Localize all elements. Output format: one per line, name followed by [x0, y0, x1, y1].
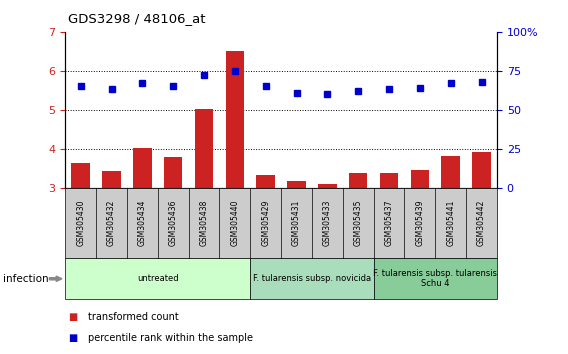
Bar	[349, 173, 367, 188]
Text: GSM305429: GSM305429	[261, 200, 270, 246]
Text: ■: ■	[68, 333, 77, 343]
Text: GSM305435: GSM305435	[354, 200, 363, 246]
Bar	[164, 157, 182, 188]
Bar	[380, 173, 398, 188]
Text: GSM305437: GSM305437	[385, 200, 394, 246]
Bar	[133, 148, 152, 188]
Text: GSM305442: GSM305442	[477, 200, 486, 246]
Text: GSM305440: GSM305440	[231, 200, 239, 246]
Bar	[287, 181, 306, 188]
Text: GSM305433: GSM305433	[323, 200, 332, 246]
Bar	[102, 171, 121, 188]
Text: GSM305432: GSM305432	[107, 200, 116, 246]
Text: GSM305438: GSM305438	[199, 200, 208, 246]
Bar	[72, 164, 90, 188]
Bar	[225, 51, 244, 188]
Text: GSM305436: GSM305436	[169, 200, 178, 246]
Bar	[318, 184, 337, 188]
Text: GSM305431: GSM305431	[292, 200, 301, 246]
Text: GSM305439: GSM305439	[415, 200, 424, 246]
Text: percentile rank within the sample: percentile rank within the sample	[88, 333, 253, 343]
Text: GSM305441: GSM305441	[446, 200, 455, 246]
Bar	[411, 170, 429, 188]
Text: untreated: untreated	[137, 274, 178, 283]
Text: GSM305430: GSM305430	[76, 200, 85, 246]
Text: GSM305434: GSM305434	[138, 200, 147, 246]
Text: GDS3298 / 48106_at: GDS3298 / 48106_at	[68, 12, 206, 25]
Bar	[473, 152, 491, 188]
Text: infection: infection	[3, 274, 48, 284]
Text: F. tularensis subsp. tularensis
Schu 4: F. tularensis subsp. tularensis Schu 4	[373, 269, 498, 289]
Bar	[195, 109, 214, 188]
Text: transformed count: transformed count	[88, 312, 179, 322]
Bar	[257, 175, 275, 188]
Bar	[441, 156, 460, 188]
Text: ■: ■	[68, 312, 77, 322]
Text: F. tularensis subsp. novicida: F. tularensis subsp. novicida	[253, 274, 371, 283]
